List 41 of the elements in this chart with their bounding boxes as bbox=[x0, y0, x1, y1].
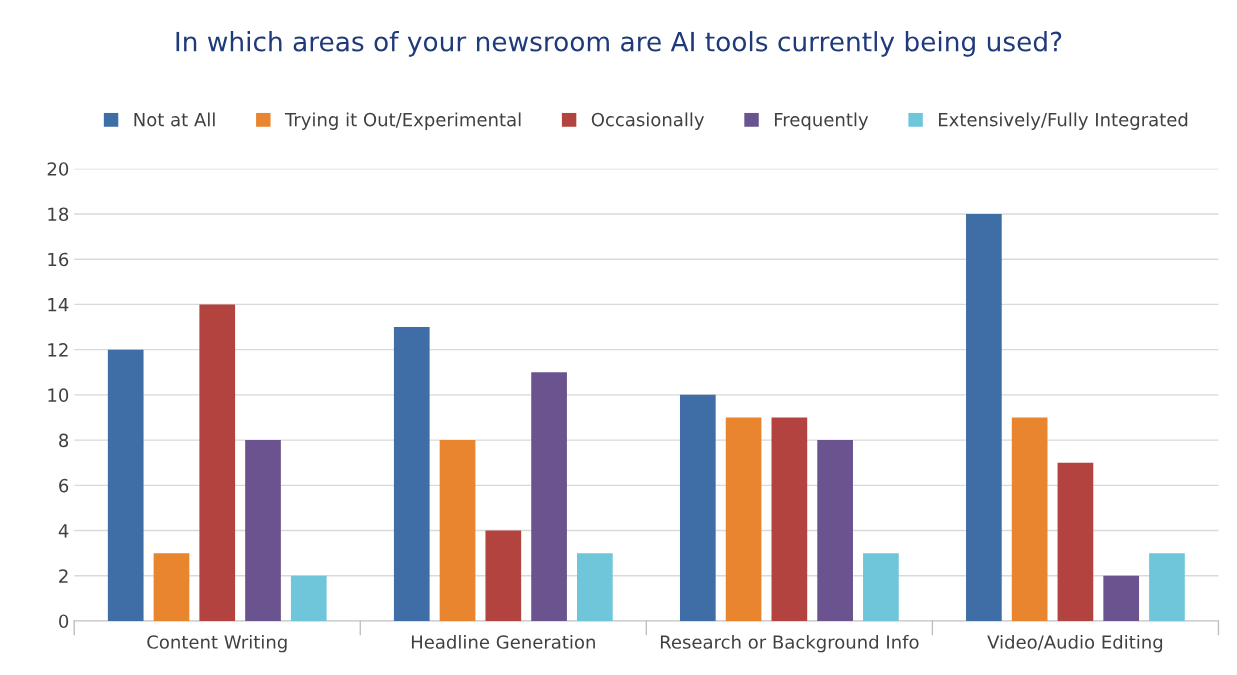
bar bbox=[1103, 575, 1140, 621]
x-tick-label: Headline Generation bbox=[411, 634, 595, 649]
y-tick-label: 10 bbox=[48, 388, 69, 402]
bar bbox=[576, 553, 613, 621]
bar bbox=[1011, 417, 1048, 621]
bar bbox=[290, 575, 327, 621]
bar bbox=[531, 372, 567, 621]
chart-title: In which areas of your newsroom are AI tools currently being used? bbox=[176, 31, 1062, 57]
bar bbox=[199, 304, 236, 621]
y-tick-label: 2 bbox=[59, 569, 68, 583]
x-tick-label: Content Writing bbox=[147, 634, 287, 653]
y-tick-label: 8 bbox=[59, 433, 69, 448]
y-tick-label: 20 bbox=[47, 162, 69, 176]
bar bbox=[393, 327, 430, 621]
bar bbox=[485, 530, 522, 621]
y-tick-label: 18 bbox=[48, 207, 69, 222]
bar bbox=[1149, 553, 1185, 621]
legend-label: Trying it Out/Experimental bbox=[284, 112, 521, 130]
x-tick-label: Research or Background Info bbox=[660, 634, 919, 653]
bar bbox=[107, 349, 144, 621]
x-tick-label: Video/Audio Editing bbox=[987, 634, 1163, 653]
legend-label: Not at All bbox=[134, 112, 215, 127]
legend-label: Frequently bbox=[774, 112, 869, 130]
y-tick-label: 16 bbox=[48, 252, 69, 267]
y-tick-label: 4 bbox=[58, 524, 69, 538]
bar bbox=[725, 417, 762, 621]
y-tick-label: 0 bbox=[59, 614, 69, 629]
y-tick-label: 6 bbox=[59, 478, 69, 493]
legend-label: Occasionally bbox=[591, 112, 705, 130]
bar bbox=[817, 440, 853, 621]
y-tick-label: 12 bbox=[48, 343, 68, 357]
legend-label: Extensively/Fully Integrated bbox=[939, 112, 1188, 130]
bar bbox=[863, 553, 899, 621]
bar bbox=[679, 394, 716, 621]
bar bbox=[1057, 462, 1094, 621]
y-tick-label: 14 bbox=[48, 298, 69, 312]
bar bbox=[245, 440, 281, 621]
bar bbox=[439, 440, 476, 621]
bar bbox=[771, 417, 808, 621]
bar bbox=[153, 553, 190, 621]
bar bbox=[966, 213, 1002, 621]
